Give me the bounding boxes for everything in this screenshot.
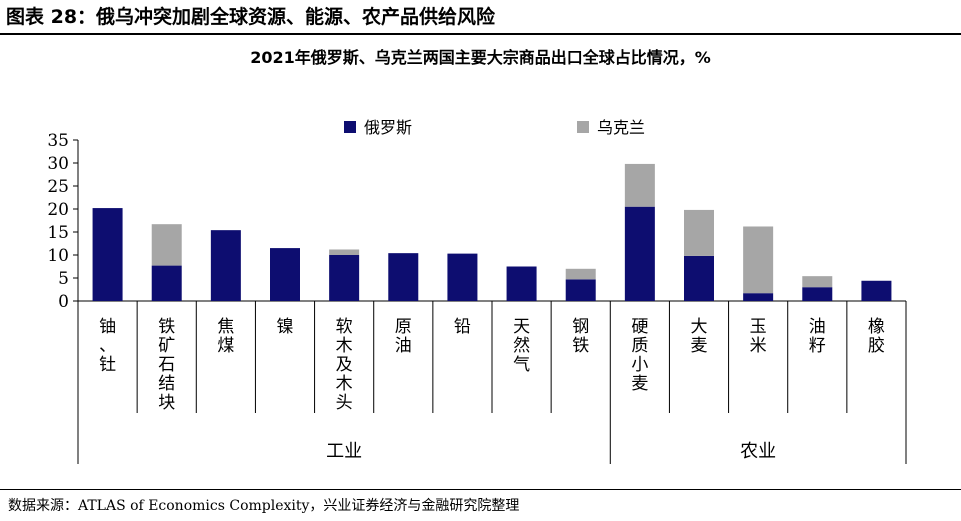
category-label: 大麦: [691, 317, 708, 356]
bar-ukraine: [624, 163, 655, 207]
bar-russia: [388, 253, 419, 301]
bar-russia: [210, 230, 241, 301]
legend-label-russia: 俄罗斯: [364, 118, 412, 137]
legend-label-ukraine: 乌克兰: [597, 118, 645, 137]
category-label: 油籽: [809, 317, 826, 356]
group-labels: 工业 农业: [326, 441, 776, 462]
y-tick-label: 30: [47, 154, 69, 174]
category-label: 焦煤: [217, 317, 234, 356]
group-label: 农业: [740, 441, 776, 462]
bars: [92, 163, 892, 301]
category-label: 镍: [277, 317, 294, 337]
bar-russia: [743, 293, 774, 301]
category-label: 铅: [454, 317, 471, 337]
bar-ukraine: [684, 209, 714, 256]
y-tick-label: 35: [47, 131, 69, 151]
category-label: 硬质小麦: [631, 317, 648, 394]
bar-russia: [329, 255, 360, 301]
category-label: 钢铁: [572, 317, 589, 356]
bar-russia: [802, 287, 833, 301]
bar-russia: [270, 248, 300, 301]
y-tick-label: 15: [47, 223, 69, 243]
legend-swatch-ukraine: [577, 121, 589, 133]
category-label: 玉米: [750, 317, 767, 356]
y-tick-label: 10: [47, 246, 69, 266]
legend-swatch-russia: [344, 121, 356, 133]
bar-ukraine: [565, 268, 596, 280]
figure-title: 图表 28：俄乌冲突加剧全球资源、能源、农产品供给风险: [6, 6, 496, 28]
category-label: 铁矿石结块: [158, 317, 175, 413]
source-note: 数据来源：ATLAS of Economics Complexity，兴业证券经…: [8, 498, 520, 514]
category-label: 铀、钍: [99, 317, 116, 375]
category-label: 天然气: [513, 317, 530, 375]
bar-russia: [447, 253, 478, 301]
y-tick-label: 0: [58, 292, 69, 312]
y-tick-label: 25: [47, 177, 69, 197]
category-label: 橡胶: [868, 317, 885, 356]
bar-ukraine: [329, 249, 360, 255]
group-label: 工业: [326, 441, 362, 462]
source-divider: [0, 489, 961, 490]
bar-russia: [861, 280, 892, 301]
bar-russia: [624, 206, 655, 301]
category-label: 原油: [395, 317, 412, 356]
y-tick-label: 20: [47, 200, 69, 220]
bar-russia: [684, 255, 714, 301]
category-label: 软木及木头: [336, 317, 353, 413]
legend: 俄罗斯 乌克兰: [344, 118, 645, 137]
bar-russia: [565, 279, 596, 301]
bar-ukraine: [802, 276, 833, 288]
y-tick-label: 5: [58, 269, 69, 289]
bar-ukraine: [743, 226, 774, 294]
bar-russia: [92, 208, 123, 301]
title-divider: [0, 33, 961, 35]
chart-title: 2021年俄罗斯、乌克兰两国主要大宗商品出口全球占比情况，%: [250, 48, 711, 67]
category-labels: 铀、钍 铁矿石结块 焦煤 镍 软木及木头 原油 铅 天然气 钢铁 硬质小麦 大麦 玉米 油籽 橡胶: [99, 317, 885, 413]
bar-russia: [151, 265, 182, 301]
bar-ukraine: [151, 224, 182, 266]
bar-russia: [506, 266, 537, 301]
